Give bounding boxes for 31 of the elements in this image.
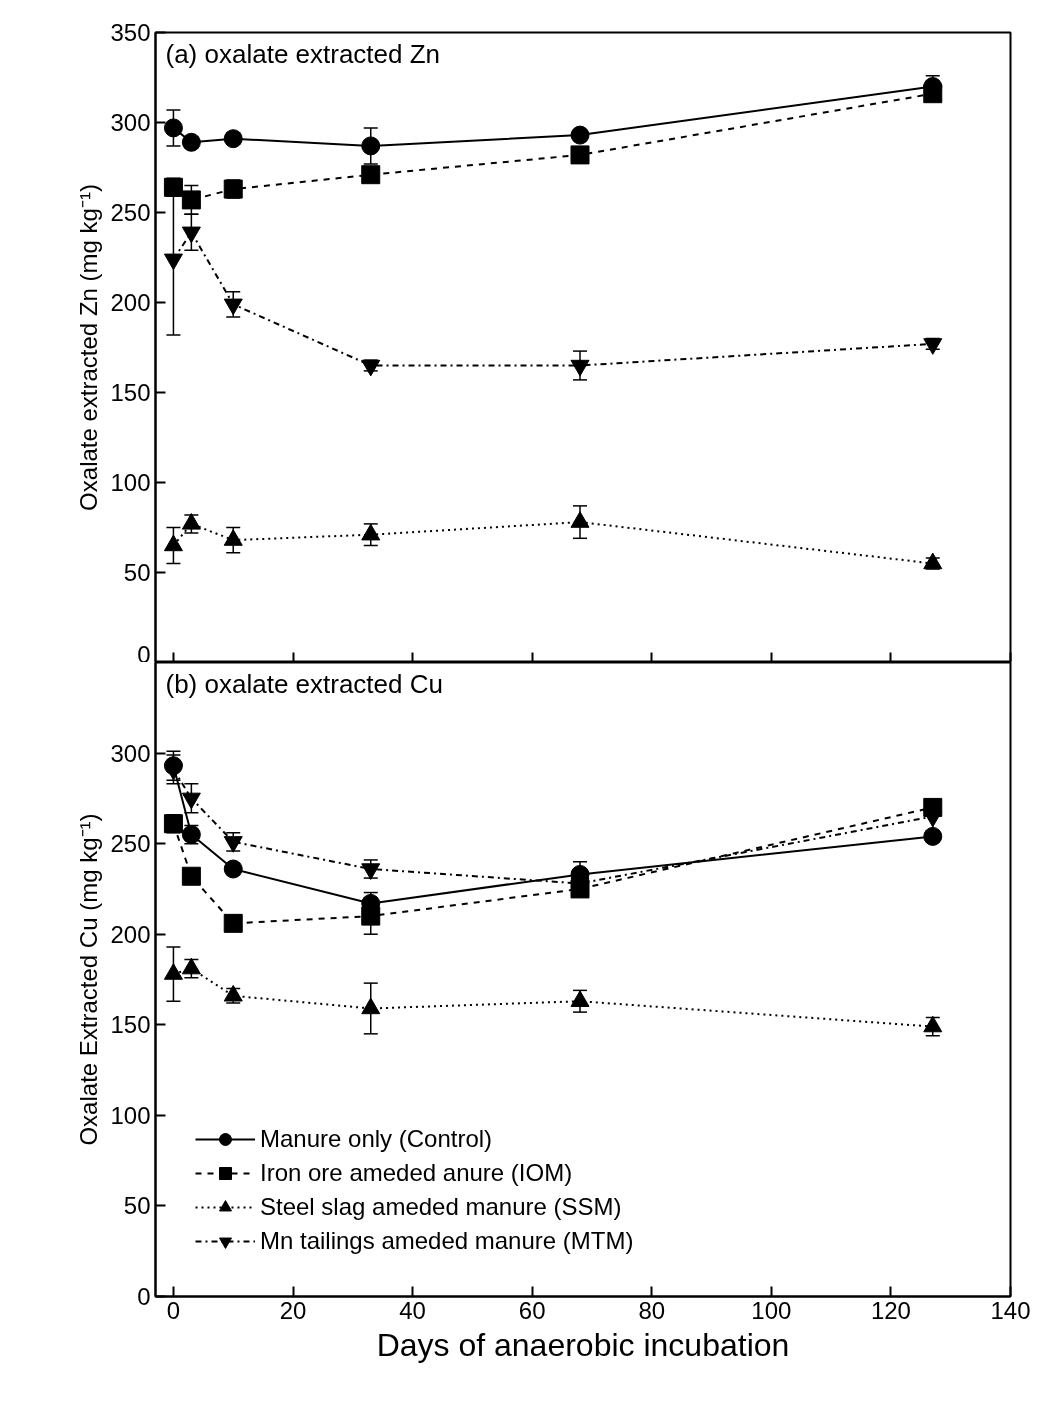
y-axis-title: Oxalate extracted Zn (mg kg⁻¹)	[75, 184, 103, 511]
legend-label: Mn tailings ameded manure (MTM)	[260, 1227, 634, 1255]
y-tick-label: 250	[110, 199, 151, 226]
y-tick-label: 50	[123, 1192, 151, 1220]
x-axis-title: Days of anaerobic incubation	[376, 1326, 790, 1363]
x-tick-label: 80	[638, 1296, 666, 1324]
legend-label: Iron ore ameded anure (IOM)	[260, 1159, 573, 1187]
chart-title: (a) oxalate extracted Zn	[165, 38, 441, 69]
y-tick-label: 50	[123, 559, 151, 586]
legend-label: Manure only (Control)	[260, 1125, 493, 1153]
y-tick-label: 100	[110, 1101, 151, 1129]
x-tick-label: 60	[518, 1296, 546, 1324]
y-tick-label: 150	[110, 1011, 151, 1039]
y-tick-label: 100	[110, 469, 151, 496]
x-tick-label: 140	[990, 1296, 1031, 1324]
legend-label: Steel slag ameded manure (SSM)	[260, 1193, 622, 1221]
y-tick-label: 0	[137, 640, 151, 668]
y-tick-label: 350	[110, 19, 151, 46]
y-tick-label: 150	[110, 379, 151, 406]
y-tick-label: 300	[110, 109, 151, 136]
x-tick-label: 0	[166, 1296, 181, 1324]
y-tick-label: 250	[110, 830, 151, 858]
y-tick-label: 200	[110, 289, 151, 316]
chart-title: (b) oxalate extracted Cu	[165, 668, 443, 699]
x-tick-label: 120	[870, 1296, 911, 1324]
x-tick-label: 20	[279, 1296, 307, 1324]
x-tick-label: 100	[751, 1296, 792, 1324]
y-axis-title: Oxalate Extracted Cu (mg kg⁻¹)	[75, 813, 103, 1146]
y-tick-label: 200	[110, 920, 151, 948]
x-tick-label: 40	[399, 1296, 426, 1324]
y-tick-label: 300	[110, 739, 151, 767]
